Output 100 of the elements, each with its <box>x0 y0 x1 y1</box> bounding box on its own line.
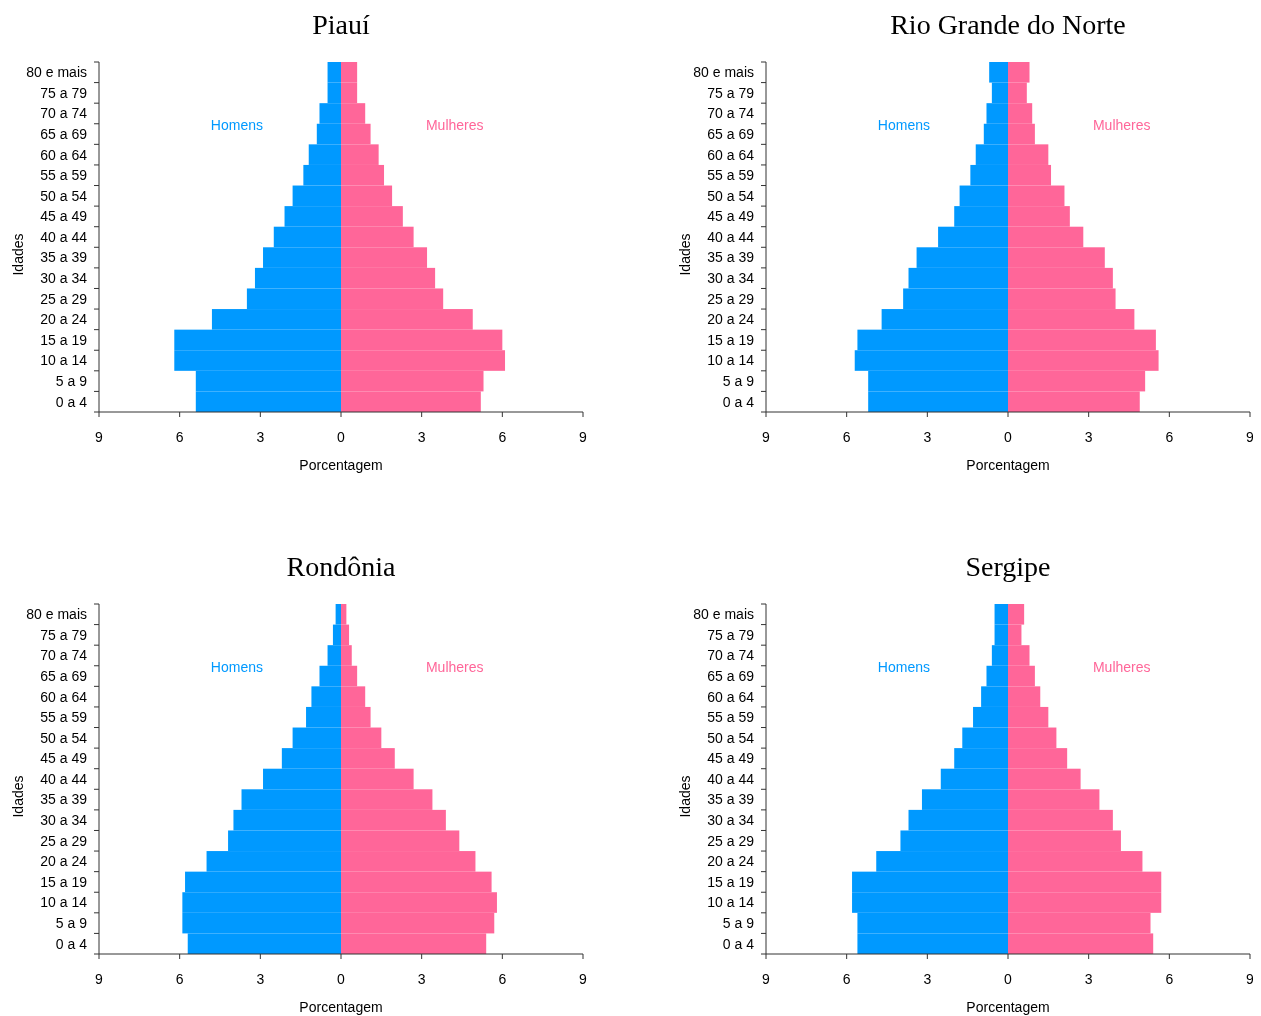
x-tick-label: 0 <box>337 971 346 987</box>
y-tick-label: 20 a 24 <box>707 311 755 328</box>
y-tick-label: 15 a 19 <box>707 873 755 890</box>
y-tick-label: 20 a 24 <box>40 311 88 328</box>
y-tick-label: 25 a 29 <box>40 832 88 849</box>
y-tick-label: 5 a 9 <box>722 915 755 932</box>
y-tick-label: 10 a 14 <box>707 894 755 911</box>
x-axis-title: Porcentagem <box>966 999 1050 1015</box>
x-tick-label: 6 <box>175 429 184 445</box>
y-tick-label: 40 a 44 <box>707 770 755 787</box>
text: Mulheres <box>1092 658 1151 675</box>
x-tick-label: 9 <box>579 429 588 445</box>
y-tick-label: 35 a 39 <box>707 249 755 266</box>
x-tick-label: 6 <box>498 971 507 987</box>
y-tick-label: 65 a 69 <box>707 125 755 142</box>
y-tick-label: 40 a 44 <box>40 770 88 787</box>
y-tick-label: 80 e mais <box>693 64 754 81</box>
y-tick-label: 0 a 4 <box>55 393 88 410</box>
x-tick-label: 6 <box>175 971 184 987</box>
y-tick-label: 25 a 29 <box>707 290 755 307</box>
x-tick-label: 9 <box>1246 971 1255 987</box>
x-tick-label: 3 <box>256 429 265 445</box>
x-tick-label: 3 <box>417 971 426 987</box>
x-axis-title: Porcentagem <box>966 457 1050 473</box>
x-axis-title: Porcentagem <box>299 999 383 1015</box>
x-tick-label: 0 <box>337 429 346 445</box>
y-tick-label: 80 e mais <box>26 64 87 81</box>
y-tick-label: 50 a 54 <box>40 729 88 746</box>
y-tick-label: 0 a 4 <box>722 393 755 410</box>
y-tick-label: 15 a 19 <box>40 331 88 348</box>
text: Mulheres <box>1092 116 1151 133</box>
y-tick-label: 10 a 14 <box>40 352 88 369</box>
text: Homens <box>210 116 264 133</box>
y-tick-label: 50 a 54 <box>707 729 755 746</box>
x-tick-label: 3 <box>417 429 426 445</box>
y-tick-label: 40 a 44 <box>40 228 88 245</box>
y-tick-label: 10 a 14 <box>707 352 755 369</box>
y-tick-label: 20 a 24 <box>707 853 755 870</box>
y-tick-label: 70 a 74 <box>707 105 755 122</box>
y-tick-label: 70 a 74 <box>40 105 88 122</box>
y-tick-label: 35 a 39 <box>40 791 88 808</box>
y-tick-label: 60 a 64 <box>707 146 755 163</box>
chart-title: Sergipe <box>965 551 1051 582</box>
y-axis-title: Idades <box>10 233 26 276</box>
text: Homens <box>877 658 931 675</box>
y-tick-label: 25 a 29 <box>40 290 88 307</box>
y-tick-label: 25 a 29 <box>707 832 755 849</box>
x-tick-label: 6 <box>842 971 851 987</box>
y-tick-label: 60 a 64 <box>40 146 88 163</box>
x-tick-label: 9 <box>579 971 588 987</box>
y-tick-label: 50 a 54 <box>40 187 88 204</box>
y-axis-title: Idades <box>677 233 693 276</box>
x-tick-label: 3 <box>256 971 265 987</box>
y-tick-label: 30 a 34 <box>40 270 88 287</box>
y-tick-label: 75 a 79 <box>40 626 88 643</box>
x-tick-label: 9 <box>95 971 104 987</box>
y-tick-label: 75 a 79 <box>707 84 755 101</box>
y-tick-label: 40 a 44 <box>707 228 755 245</box>
x-tick-label: 9 <box>1246 429 1255 445</box>
chart-title: Piauí <box>312 9 370 40</box>
y-tick-label: 15 a 19 <box>40 873 88 890</box>
y-tick-label: 70 a 74 <box>40 647 88 664</box>
y-tick-label: 20 a 24 <box>40 853 88 870</box>
x-tick-label: 3 <box>923 971 932 987</box>
y-tick-label: 60 a 64 <box>40 688 88 705</box>
chart-title: Rio Grande do Norte <box>890 9 1126 40</box>
y-tick-label: 30 a 34 <box>707 270 755 287</box>
chart-title: Rondônia <box>286 551 397 582</box>
y-tick-label: 45 a 49 <box>707 208 755 225</box>
y-tick-label: 55 a 59 <box>40 709 88 726</box>
x-tick-label: 3 <box>1084 971 1093 987</box>
y-axis-title: Idades <box>677 775 693 818</box>
x-tick-label: 3 <box>923 429 932 445</box>
x-tick-label: 6 <box>842 429 851 445</box>
y-tick-label: 30 a 34 <box>40 812 88 829</box>
y-tick-label: 70 a 74 <box>707 647 755 664</box>
y-tick-label: 15 a 19 <box>707 331 755 348</box>
y-tick-label: 45 a 49 <box>40 750 88 767</box>
y-tick-label: 65 a 69 <box>707 667 755 684</box>
x-tick-label: 9 <box>95 429 104 445</box>
y-tick-label: 80 e mais <box>26 606 87 623</box>
y-tick-label: 50 a 54 <box>707 187 755 204</box>
y-tick-label: 0 a 4 <box>722 935 755 952</box>
y-tick-label: 5 a 9 <box>55 373 88 390</box>
y-tick-label: 45 a 49 <box>40 208 88 225</box>
y-tick-label: 45 a 49 <box>707 750 755 767</box>
y-tick-label: 55 a 59 <box>40 167 88 184</box>
x-tick-label: 0 <box>1004 429 1013 445</box>
y-tick-label: 35 a 39 <box>707 791 755 808</box>
text: Mulheres <box>425 658 484 675</box>
y-axis-title: Idades <box>10 775 26 818</box>
y-tick-label: 75 a 79 <box>707 626 755 643</box>
x-axis-title: Porcentagem <box>299 457 383 473</box>
x-tick-label: 6 <box>498 429 507 445</box>
x-tick-label: 3 <box>1084 429 1093 445</box>
x-tick-label: 9 <box>762 971 771 987</box>
y-tick-label: 60 a 64 <box>707 688 755 705</box>
y-tick-label: 65 a 69 <box>40 667 88 684</box>
y-tick-label: 5 a 9 <box>55 915 88 932</box>
y-tick-label: 35 a 39 <box>40 249 88 266</box>
